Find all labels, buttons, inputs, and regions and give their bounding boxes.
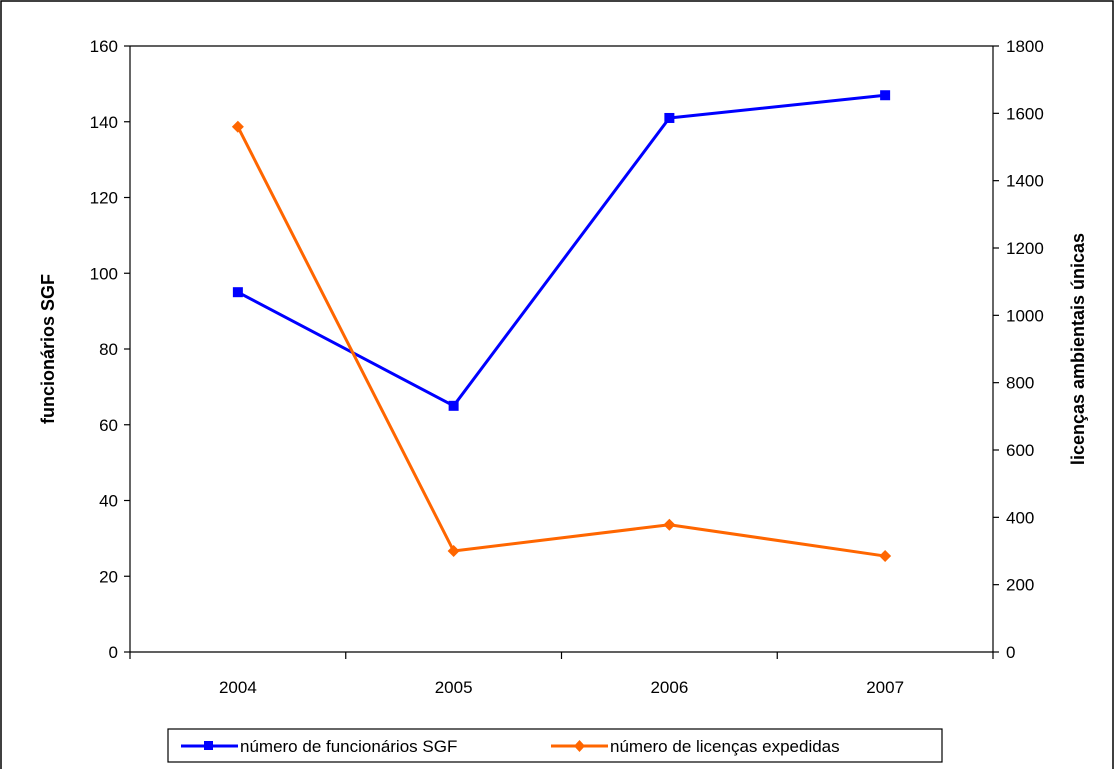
y-right-axis-title: licenças ambientais únicas	[1068, 233, 1088, 465]
y-right-tick-label: 1800	[1006, 37, 1044, 56]
point-licencas-2007	[879, 550, 892, 563]
y-left-tick-label: 60	[99, 416, 118, 435]
series-layer	[231, 90, 892, 563]
y-left-axis-title: funcionários SGF	[38, 274, 58, 424]
series-line-licencas	[236, 126, 886, 558]
legend-marker-licencas	[574, 740, 585, 752]
legend: número de funcionários SGF número de lic…	[167, 728, 943, 763]
y-right-tick-label: 1600	[1006, 104, 1044, 123]
y-left-tick-label: 160	[90, 37, 118, 56]
point-sgf-2005	[448, 400, 459, 411]
y-right-tick-label: 0	[1006, 643, 1015, 662]
x-ticks: 2004 2005 2006 2007	[129, 652, 994, 697]
y-right-tick-label: 400	[1006, 508, 1034, 527]
point-sgf-2007	[880, 90, 891, 101]
y-right-tick-label: 200	[1006, 576, 1034, 595]
y-left-tick-label: 140	[90, 113, 118, 132]
y-left-ticks: 0 20 40 60 80 100 120 140 160	[90, 37, 130, 662]
point-licencas-2004	[231, 120, 244, 133]
y-right-tick-label: 800	[1006, 374, 1034, 393]
legend-marker-sgf	[204, 741, 213, 750]
y-right-tick-label: 1200	[1006, 239, 1044, 258]
y-right-ticks: 0 200 400 600 800 1000 1200 1400 1600 1800	[993, 37, 1044, 662]
y-left-tick-label: 120	[90, 189, 118, 208]
y-left-tick-label: 0	[109, 643, 118, 662]
series-line-sgf	[237, 93, 886, 408]
point-sgf-2004	[232, 287, 243, 298]
x-tick-label: 2007	[866, 678, 904, 697]
y-left-tick-label: 100	[90, 264, 118, 283]
point-licencas-2006	[663, 518, 676, 531]
y-left-tick-label: 80	[99, 340, 118, 359]
y-right-tick-label: 1400	[1006, 172, 1044, 191]
legend-label-sgf: número de funcionários SGF	[240, 737, 457, 756]
y-left-tick-label: 20	[99, 567, 118, 586]
x-tick-label: 2004	[219, 678, 257, 697]
legend-label-licencas: número de licenças expedidas	[610, 737, 840, 756]
y-right-tick-label: 1000	[1006, 306, 1044, 325]
point-licencas-2005	[447, 545, 460, 557]
y-left-tick-label: 40	[99, 492, 118, 511]
x-tick-label: 2006	[650, 678, 688, 697]
y-right-tick-label: 600	[1006, 441, 1034, 460]
x-tick-label: 2005	[435, 678, 473, 697]
point-sgf-2006	[664, 112, 675, 123]
